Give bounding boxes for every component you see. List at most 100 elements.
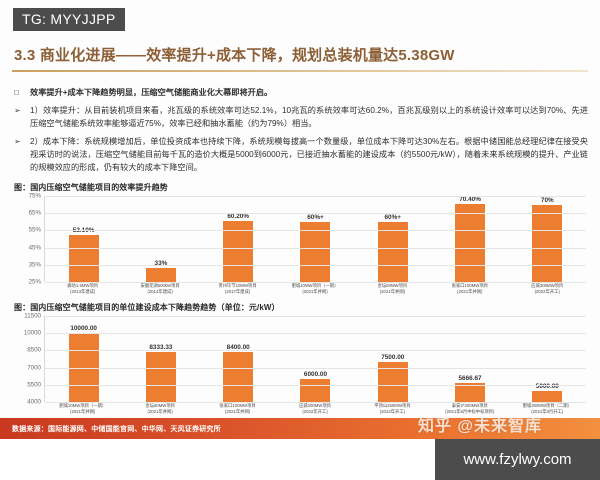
grid-line: [45, 247, 586, 249]
x-axis-label: 张家口100MW项目 (2021年并网): [219, 403, 256, 414]
zhihu-watermark: 知乎 @未来智库: [417, 418, 542, 435]
x-axis-label: 肥城10MW项目（一期） (2021年并网): [291, 283, 339, 294]
y-axis-tick: 4000: [27, 398, 41, 406]
y-axis-tick: 45%: [28, 244, 41, 252]
x-axis-label: 肥城10MW项目（一期） (2021年并网): [59, 403, 107, 414]
x-axis-label: 安徽芜湖500kW项目 (2014年建成): [140, 283, 180, 294]
bar-cell: 70%: [509, 196, 586, 282]
bar-value-label: 33%: [154, 260, 168, 268]
chart-unit-cost-trend: 图：国内压缩空气储能项目的单位建设成本下降趋势趋势（单位：元/kW） 11500…: [14, 302, 586, 414]
x-axis-label: 应城300MW项目 (2022年开工): [531, 283, 564, 294]
bar-cell: 60%+: [277, 196, 354, 282]
footer-bar: 数据来源：国际能源网、中储国能官网、中华网、天风证券研究所: [0, 418, 600, 439]
bar: [532, 390, 563, 402]
bullet-item: ➢ 1）效率提升：从目前装机项目来看，兆瓦级的系统效率可达52.1%，10兆瓦的…: [14, 104, 588, 130]
bullet-item: ➢ 2）成本下降：系统规模增加后，单位投资成本也持续下降，系统规模每拔高一个数量…: [14, 135, 588, 174]
y-axis-tick: 25%: [28, 278, 41, 286]
x-axis-label: 肥城300MW项目（二期） (2021年8月开工): [522, 403, 572, 414]
bar-value-label: 60%+: [384, 213, 402, 221]
bar: [300, 221, 331, 282]
bullet-text: 效率提升+成本下降趋势明显，压缩空气储能商业化大幕即将开启。: [30, 88, 273, 97]
bullet-marker-arrow: ➢: [14, 137, 21, 146]
bar: [68, 235, 99, 282]
bar: [223, 221, 254, 282]
x-axis-label: 张家口100MW项目 (2021年并网): [451, 283, 488, 294]
grid-line: [45, 282, 586, 283]
y-axis-tick: 5500: [27, 381, 41, 389]
grid-line: [45, 213, 586, 215]
bar-value-label: 70.40%: [459, 195, 481, 203]
bar-cell: 8333.33: [122, 316, 199, 402]
tg-overlay-tag: TG: MYYJJPP: [13, 8, 125, 31]
grid-line: [45, 196, 586, 197]
y-axis-tick: 75%: [28, 192, 41, 200]
y-axis: 75% 65% 55% 45% 35% 25%: [14, 192, 44, 286]
bar-cell: 52.10%: [45, 196, 122, 282]
page-title: 3.3 商业化进展——效率提升+成本下降，规划总装机量达5.38GW: [14, 47, 455, 64]
chart-plot: 75% 65% 55% 45% 35% 25% 52.10% 33% 60.20% 60%+ 60…: [14, 192, 586, 286]
bar-cell: 10000.00: [45, 316, 122, 402]
bar: [223, 351, 254, 402]
title-divider: [12, 70, 588, 72]
bar-value-label: 6000.00: [303, 371, 328, 379]
bullet-marker-square: □: [14, 88, 19, 97]
y-axis-tick: 35%: [28, 261, 41, 269]
bar-cell: 6000.00: [277, 316, 354, 402]
bar: [532, 204, 563, 282]
bar-cell: 5000.00: [509, 316, 586, 402]
grid-line: [45, 384, 586, 386]
data-source-text: 数据来源：国际能源网、中储国能官网、中华网、天风证券研究所: [12, 425, 221, 433]
bar: [455, 382, 486, 402]
bullet-text: 1）效率提升：从目前装机项目来看，兆瓦级的系统效率可达52.1%，10兆瓦的系统…: [30, 106, 588, 128]
x-axis-label: 平顶山250MW项目 (2022年开工): [374, 403, 411, 414]
bullet-marker-arrow: ➢: [14, 106, 21, 115]
bar-cell: 60%+: [354, 196, 431, 282]
bar-cell: 70.40%: [431, 196, 508, 282]
grid-line: [45, 316, 586, 317]
chart-efficiency-trend: 图：国内压缩空气储能项目的效率提升趋势 75% 65% 55% 45% 35% 25% 5…: [14, 182, 586, 298]
x-axis-label: 贵州毕节10MW项目 (2017年建成): [218, 283, 257, 294]
bullet-item: □ 效率提升+成本下降趋势明显，压缩空气储能商业化大幕即将开启。: [14, 86, 588, 99]
bar-cell: 60.20%: [200, 196, 277, 282]
x-axis-label: 金坛50MW项目 (2021年并网): [377, 283, 408, 294]
y-axis-tick: 65%: [28, 209, 41, 217]
y-axis-tick: 11500: [24, 312, 41, 320]
bar-cell: 5666.67: [431, 316, 508, 402]
bar-cell: 33%: [122, 196, 199, 282]
bar-value-label: 8400.00: [226, 343, 250, 351]
bar: [455, 203, 486, 282]
bar: [300, 379, 331, 402]
chart-title: 图：国内压缩空气储能项目的效率提升趋势: [14, 183, 168, 192]
bar: [145, 352, 176, 402]
bar: [145, 268, 176, 282]
grid-line: [45, 264, 586, 266]
x-axis: 廊坊1.5MW项目 (2013年建成) 安徽芜湖500kW项目 (2014年建成) 贵州…: [44, 283, 586, 295]
bar: [377, 221, 408, 282]
bar-value-label: 10000.00: [70, 325, 97, 333]
y-axis-tick: 10000: [23, 329, 41, 337]
plot-area: 52.10% 33% 60.20% 60%+ 60%+ 70.40% 70%: [44, 196, 586, 283]
bar-cell: 8400.00: [200, 316, 277, 402]
bullet-text: 2）成本下降：系统规模增加后，单位投资成本也持续下降，系统规模每拔高一个数量级，…: [30, 137, 588, 172]
y-axis-tick: 7000: [27, 364, 41, 372]
x-axis-label: 金坛60MW项目 (2021年并网): [145, 403, 175, 414]
bar-value-label: 70%: [540, 196, 554, 204]
url-watermark: www.fzylwy.com: [435, 439, 600, 480]
bar-value-label: 60%+: [307, 213, 324, 221]
grid-line: [45, 230, 586, 232]
plot-area: 10000.00 8333.33 8400.00 6000.00 7500.00 5666…: [44, 316, 586, 403]
x-axis-label: 廊坊1.5MW项目 (2013年建成): [67, 283, 99, 294]
grid-line: [45, 402, 586, 403]
bar-value-label: 5666.67: [458, 374, 482, 382]
bar-value-label: 5000.00: [535, 382, 559, 390]
y-axis-tick: 55%: [28, 226, 41, 234]
y-axis: 11500 10000 8500 7000 5500 4000: [14, 312, 44, 406]
grid-line: [45, 367, 586, 369]
x-axis: 肥城10MW项目（一期） (2021年并网) 金坛60MW项目 (2021年并网) 张家…: [44, 403, 586, 415]
chart-plot: 11500 10000 8500 7000 5500 4000 10000.00 8333.…: [14, 312, 586, 406]
bar-value-label: 8333.33: [149, 344, 173, 352]
grid-line: [45, 333, 586, 335]
bar-cell: 7500.00: [354, 316, 431, 402]
y-axis-tick: 8500: [27, 346, 41, 354]
